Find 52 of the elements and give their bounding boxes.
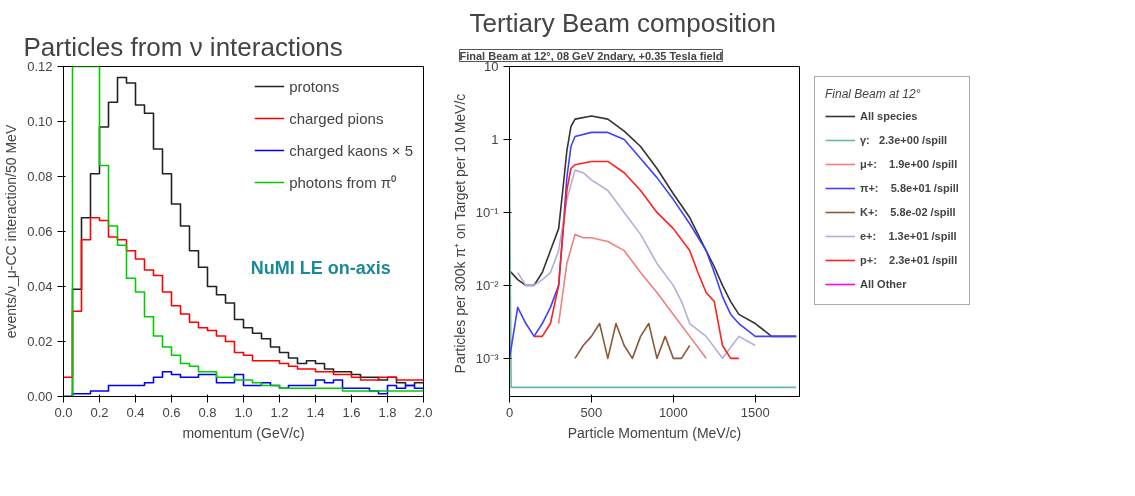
y-axis-title: events/ν_μ-CC interaction/50 MeV <box>3 124 20 339</box>
x-tick-label: 0 <box>505 404 514 420</box>
y-tick-label: 1 <box>491 131 499 147</box>
legend-label: γ: 2.3e+00 /spill <box>860 134 948 146</box>
y-tick-label: 0.06 <box>27 224 53 239</box>
y-tick-label: 0.02 <box>27 334 53 349</box>
x-tick-label: 1.2 <box>270 404 289 420</box>
y-tick-label: 0.12 <box>27 59 53 74</box>
line-series <box>533 160 740 360</box>
x-axis-title: momentum (GeV/c) <box>182 424 305 441</box>
x-tick-label: 1.6 <box>342 404 361 420</box>
annotation: NuMI LE on-axis <box>250 257 391 278</box>
x-tick-label: 1000 <box>658 404 688 420</box>
legend-label: All Other <box>860 278 907 290</box>
x-tick-label: 0.6 <box>162 404 181 420</box>
legend-label: π+: 5.8e+01 /spill <box>860 182 959 194</box>
chart-title: Particles from ν interactions <box>23 31 343 62</box>
chart-title: Tertiary Beam composition <box>469 7 776 38</box>
legend-title: Final Beam at 12° <box>825 87 922 101</box>
y-tick-label: 10⁻³ <box>475 350 500 366</box>
legend-label: charged pions <box>289 109 384 127</box>
x-tick-label: 500 <box>580 404 603 420</box>
x-axis-title: Particle Momentum (MeV/c) <box>567 424 742 441</box>
legend-label: p+: 2.3e+01 /spill <box>860 254 958 266</box>
legend-label: charged kaons × 5 <box>289 141 413 159</box>
legend-label: K+: 5.8e-02 /spill <box>860 206 956 218</box>
y-tick-label: 0.10 <box>27 114 53 129</box>
x-tick-label: 0.0 <box>54 404 73 420</box>
legend-label: e+: 1.3e+01 /spill <box>860 230 957 242</box>
chart-subtitle: Final Beam at 12°, 08 GeV 2ndary, +0.35 Tesla field <box>459 49 723 62</box>
x-tick-label: 2.0 <box>414 404 433 420</box>
y-tick-label: 10⁻¹ <box>475 204 500 220</box>
x-tick-label: 0.2 <box>90 404 109 420</box>
x-tick-label: 1.4 <box>306 404 325 420</box>
y-tick-label: 0.08 <box>27 169 53 184</box>
line-series <box>557 233 707 360</box>
line-series <box>516 169 757 360</box>
line-series <box>574 322 691 360</box>
legend-label: photons from π⁰ <box>289 173 397 192</box>
x-tick-label: 1.8 <box>378 404 397 420</box>
x-tick-label: 0.4 <box>126 404 145 420</box>
y-axis-title: Particles per 300k π⁺ on Target per 10 MeV/c <box>451 93 468 374</box>
legend-label: protons <box>289 77 340 95</box>
x-tick-label: 1.0 <box>234 404 253 420</box>
y-tick-label: 0.00 <box>27 389 53 404</box>
x-tick-label: 0.8 <box>198 404 217 420</box>
legend-label: All species <box>860 110 918 122</box>
x-tick-label: 1500 <box>740 404 770 420</box>
legend-label: μ+: 1.9e+00 /spill <box>860 158 958 170</box>
y-tick-label: 10 <box>484 59 499 74</box>
y-tick-label: 0.04 <box>27 279 53 294</box>
y-tick-label: 10⁻² <box>475 277 500 293</box>
